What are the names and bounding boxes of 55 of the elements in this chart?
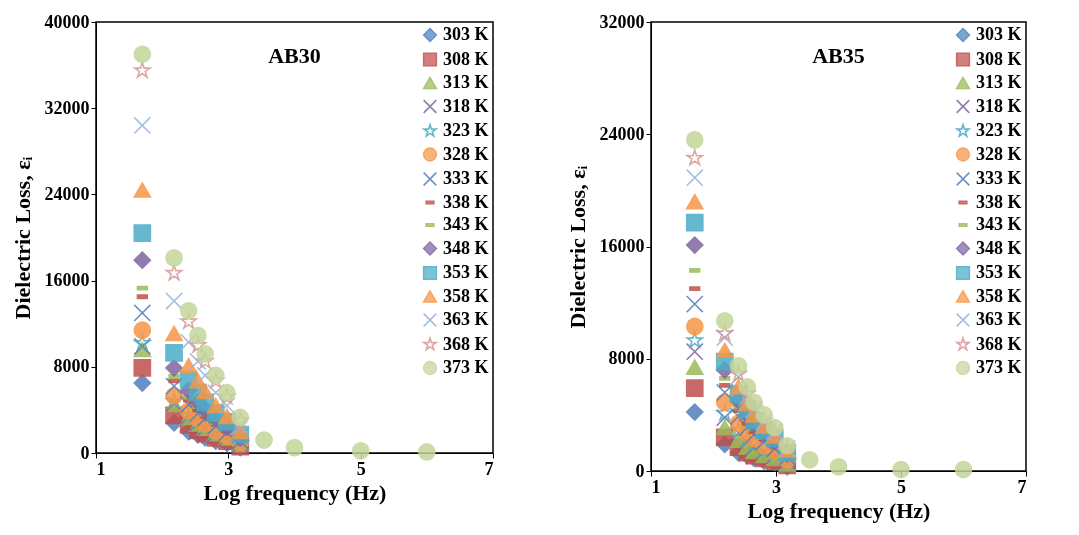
legend-label: 328 K — [443, 143, 489, 164]
x-tick-label: 5 — [356, 458, 366, 479]
y-tick-label: 24000 — [44, 183, 90, 204]
legend-label: 323 K — [443, 120, 489, 140]
legend-label: 338 K — [976, 191, 1022, 212]
x-axis-title: Log frequency (Hz) — [203, 479, 387, 505]
legend-label: 373 K — [976, 357, 1022, 377]
legend-label: 343 K — [443, 214, 489, 234]
legend-label: 358 K — [976, 285, 1022, 306]
legend-label: 323 K — [976, 120, 1022, 140]
y-tick-label: 8000 — [608, 348, 645, 369]
legend-label: 353 K — [443, 262, 489, 282]
legend-label: 308 K — [443, 48, 489, 69]
y-tick-label: 16000 — [44, 270, 90, 291]
x-tick-label: 1 — [96, 458, 106, 479]
legend-label: 313 K — [976, 72, 1022, 92]
x-axis-title: Log frequency (Hz) — [747, 497, 931, 523]
legend-label: 338 K — [443, 191, 489, 212]
legend-label: 348 K — [443, 237, 489, 258]
legend-label: 353 K — [976, 262, 1022, 282]
x-tick-label: 1 — [651, 476, 661, 497]
y-tick-label: 0 — [80, 442, 90, 463]
legend-label: 318 K — [443, 95, 489, 116]
x-tick-label: 7 — [484, 458, 494, 479]
x-tick-label: 3 — [772, 476, 781, 497]
legend-label: 368 K — [443, 333, 489, 354]
x-tick-label: 3 — [224, 458, 234, 479]
y-tick-label: 24000 — [599, 123, 645, 144]
legend-label: 303 K — [443, 24, 489, 44]
legend-label: 313 K — [443, 72, 489, 92]
text: AB30 — [268, 43, 321, 68]
y-tick-label: 32000 — [44, 97, 90, 118]
legend-label: 358 K — [443, 285, 489, 306]
legend-label: 363 K — [976, 309, 1022, 329]
legend-label: 328 K — [976, 143, 1022, 164]
text: AB35 — [812, 43, 865, 68]
y-axis-title: Dielectric Loss, εᵢ — [9, 156, 35, 320]
legend-label: 343 K — [976, 214, 1022, 234]
x-tick-label: 7 — [1017, 476, 1027, 497]
legend-label: 368 K — [976, 333, 1022, 354]
y-tick-label: 16000 — [599, 236, 645, 256]
legend-label: 373 K — [443, 357, 489, 377]
legend-label: 348 K — [976, 237, 1022, 258]
y-axis-title: Dielectric Loss, εᵢ — [564, 165, 590, 329]
y-tick-label: 40000 — [44, 11, 90, 32]
legend-label: 333 K — [976, 168, 1022, 188]
legend-label: 363 K — [443, 309, 489, 329]
legend-label: 333 K — [443, 168, 489, 188]
y-tick-label: 8000 — [53, 356, 90, 377]
y-tick-label: 32000 — [599, 11, 645, 32]
legend-label: 308 K — [976, 48, 1022, 69]
x-tick-label: 5 — [897, 476, 906, 497]
y-tick-label: 0 — [635, 460, 645, 481]
legend-label: 303 K — [976, 24, 1022, 44]
legend-label: 318 K — [976, 95, 1022, 116]
